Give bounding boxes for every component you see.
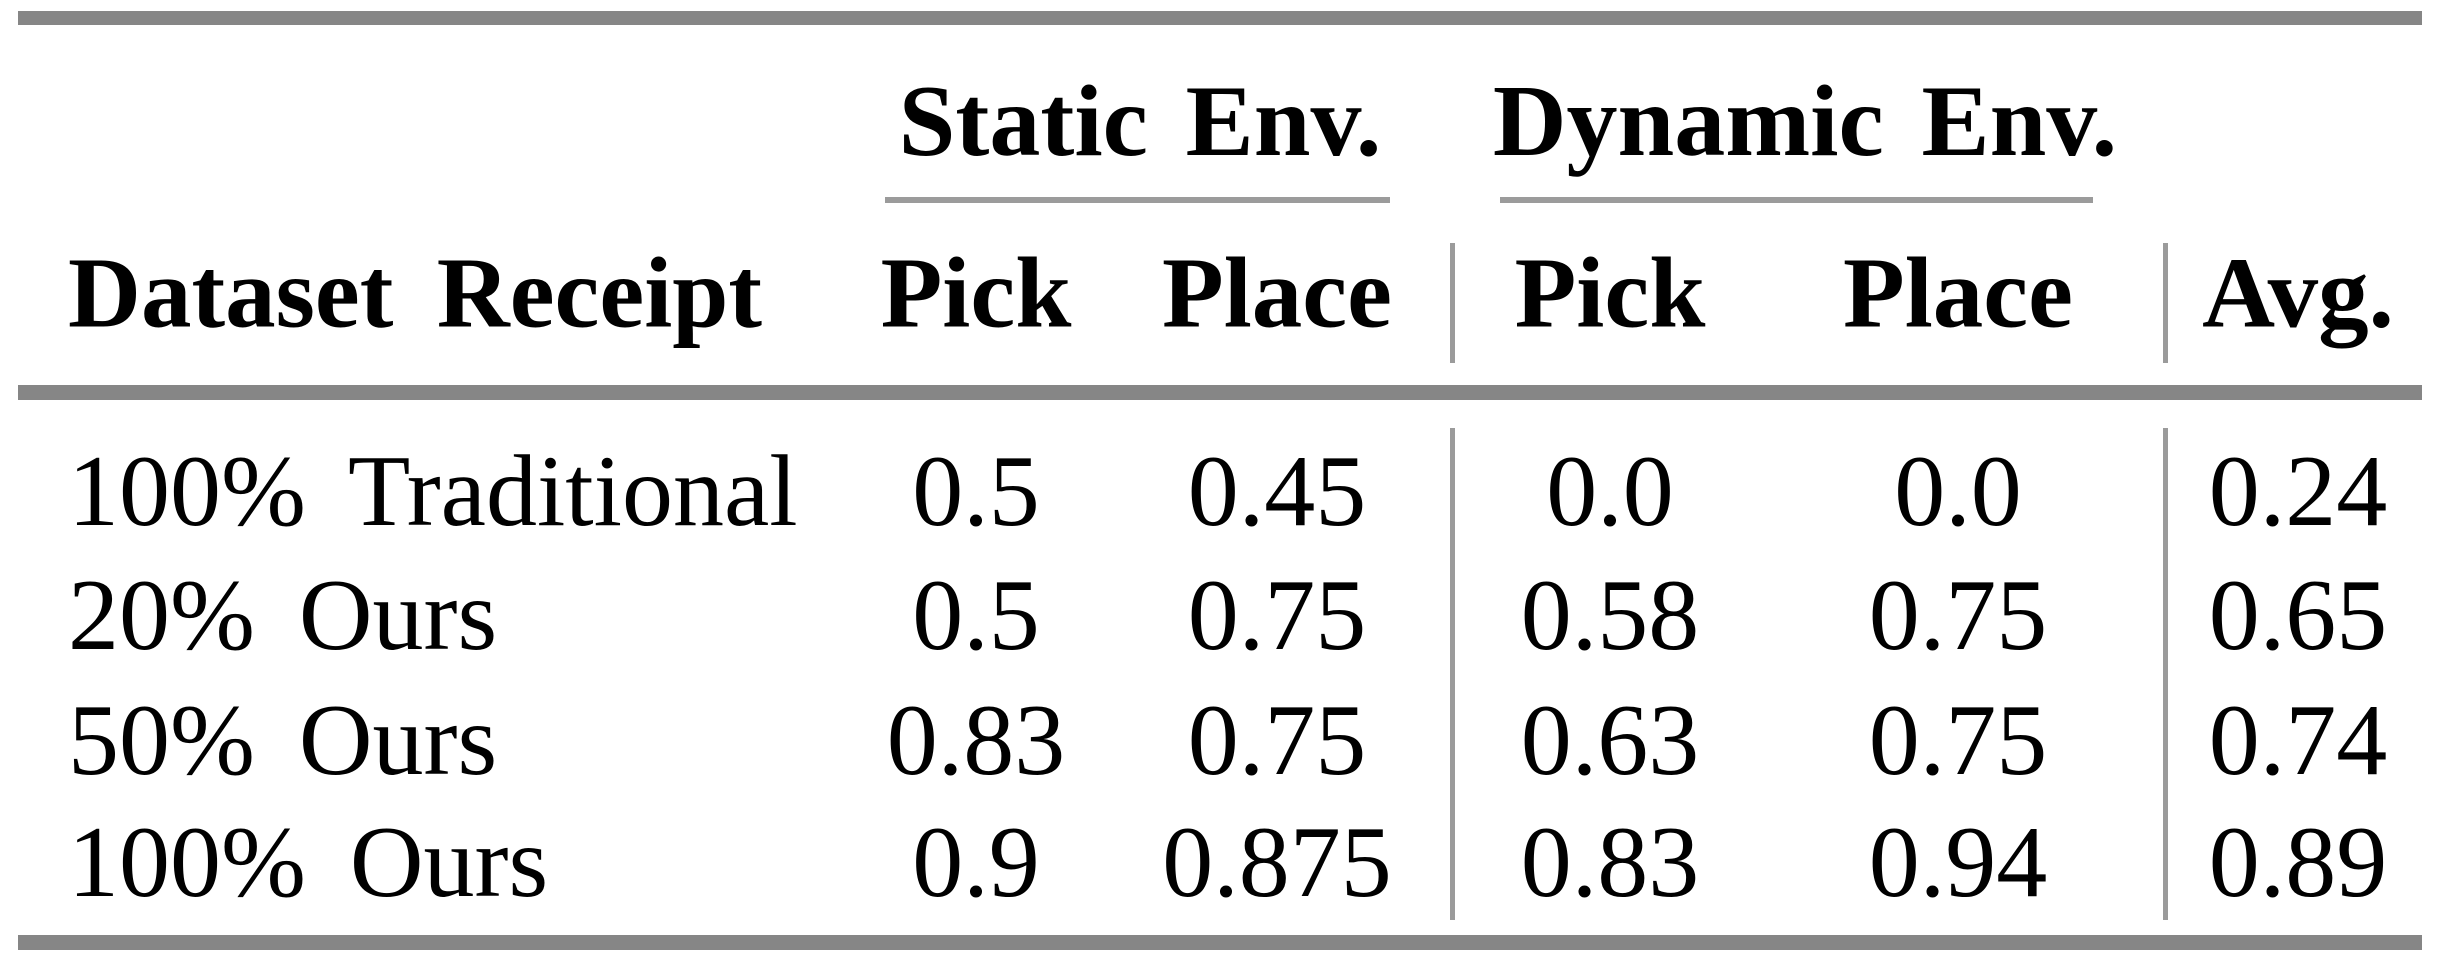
column-divider: [2163, 428, 2168, 920]
cell-static-pick: 0.5: [912, 559, 1040, 672]
dynamic-env-underline: [1500, 197, 2093, 203]
cell-static-pick: 0.5: [912, 435, 1040, 548]
header-dynamic-pick: Pick: [1514, 236, 1706, 349]
row-label: 100% Ours: [68, 806, 549, 919]
header-dataset-receipt: Dataset Receipt: [68, 236, 763, 349]
header-static-pick: Pick: [880, 236, 1072, 349]
cell-dynamic-place: 0.0: [1894, 435, 2022, 548]
cell-static-pick: 0.9: [912, 806, 1040, 919]
row-label: 50% Ours: [68, 684, 498, 797]
cell-dynamic-place: 0.94: [1868, 806, 2048, 919]
cell-static-place: 0.75: [1187, 684, 1367, 797]
column-divider: [1450, 428, 1455, 920]
cell-dynamic-pick: 0.0: [1546, 435, 1674, 548]
cell-avg: 0.24: [2208, 435, 2388, 548]
cell-avg: 0.89: [2208, 806, 2388, 919]
cell-dynamic-place: 0.75: [1868, 559, 2048, 672]
column-group-dynamic-env: Dynamic Env.: [1492, 65, 2118, 178]
static-env-underline: [885, 197, 1390, 203]
cell-avg: 0.65: [2208, 559, 2388, 672]
bottom-rule: [18, 935, 2422, 950]
column-divider: [2163, 243, 2168, 363]
cell-avg: 0.74: [2208, 684, 2388, 797]
row-label: 100% Traditional: [68, 435, 798, 548]
column-group-static-env: Static Env.: [898, 65, 1382, 178]
cell-dynamic-place: 0.75: [1868, 684, 2048, 797]
cell-static-pick: 0.83: [886, 684, 1066, 797]
header-avg: Avg.: [2202, 236, 2394, 349]
cell-dynamic-pick: 0.83: [1520, 806, 1700, 919]
cell-dynamic-pick: 0.63: [1520, 684, 1700, 797]
cell-static-place: 0.45: [1187, 435, 1367, 548]
header-dynamic-place: Place: [1843, 236, 2073, 349]
row-label: 20% Ours: [68, 559, 498, 672]
cell-dynamic-pick: 0.58: [1520, 559, 1700, 672]
cell-static-place: 0.875: [1162, 806, 1392, 919]
header-static-place: Place: [1162, 236, 1392, 349]
header-separator-rule: [18, 385, 2422, 400]
column-divider: [1450, 243, 1455, 363]
cell-static-place: 0.75: [1187, 559, 1367, 672]
top-rule: [18, 11, 2422, 25]
